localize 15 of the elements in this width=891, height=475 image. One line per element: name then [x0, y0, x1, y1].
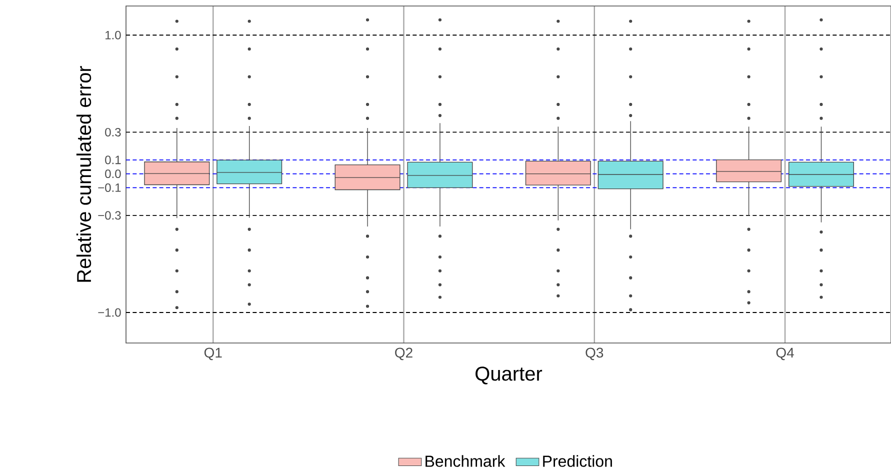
- y-tick-label: 1.0: [106, 30, 121, 40]
- x-tick-label: Q2: [395, 348, 412, 360]
- legend-label: Benchmark: [426, 455, 506, 467]
- y-tick-label: −0.3: [98, 211, 121, 220]
- x-tick-label: Q1: [204, 348, 222, 360]
- y-tick-label: −1.0: [98, 308, 121, 317]
- y-tick-label: 0.0: [105, 170, 121, 178]
- y-tick-label: −0.1: [98, 183, 121, 192]
- y-tick-label: 0.3: [105, 128, 121, 136]
- x-tick-label: Q4: [776, 348, 794, 360]
- x-tick-label: Q3: [586, 348, 604, 360]
- y-axis-title: Relative cumulated error: [76, 66, 92, 282]
- y-tick-label: 0.1: [105, 156, 121, 164]
- legend-label: Prediction: [543, 455, 612, 467]
- x-axis-title: Quarter: [476, 366, 542, 384]
